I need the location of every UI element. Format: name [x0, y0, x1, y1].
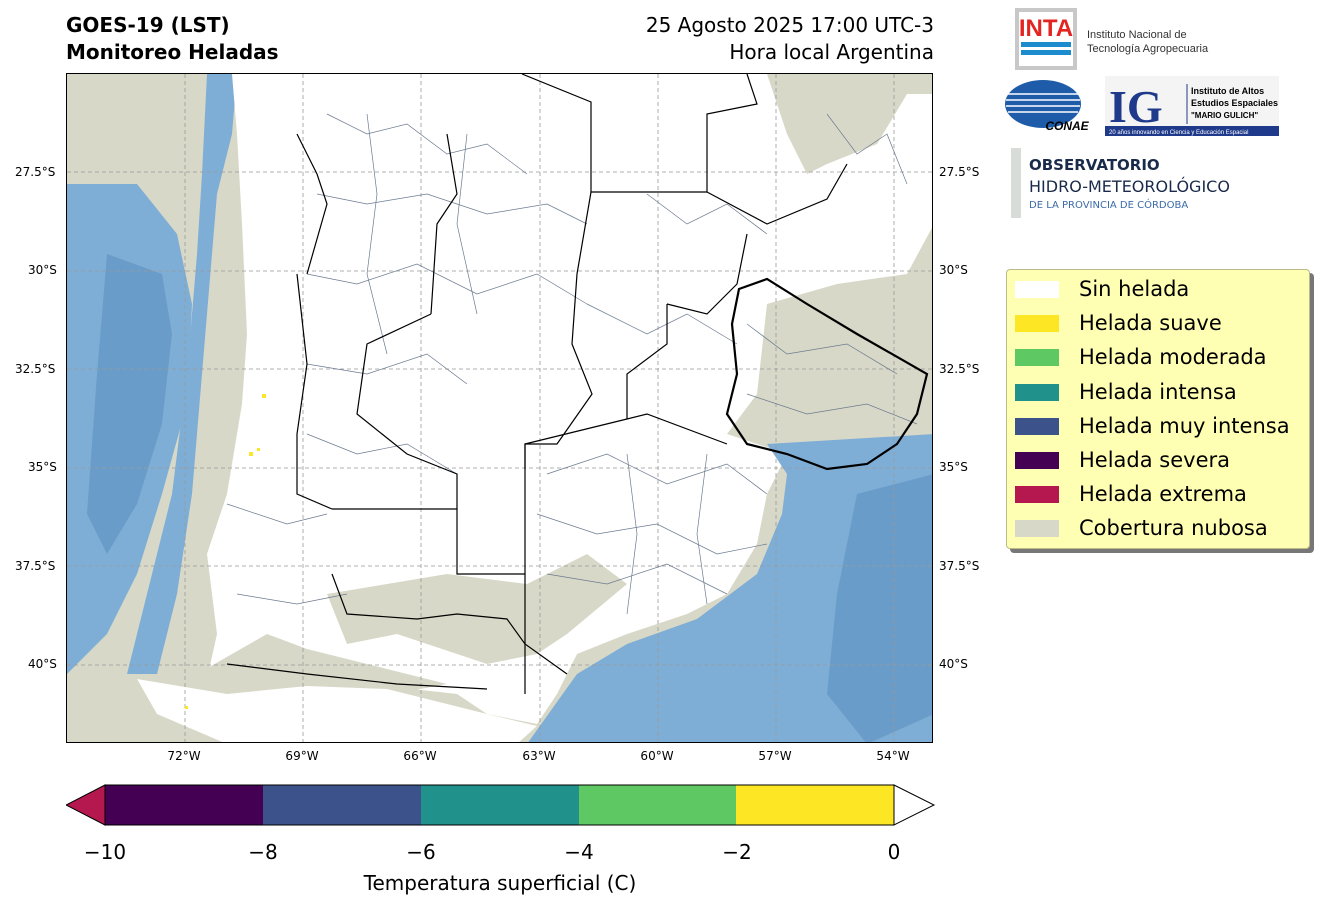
southern-cloud: [327, 554, 627, 664]
ig-tagline: 20 años innovando en Ciencia y Educación…: [1109, 130, 1248, 136]
legend-swatch: [1015, 314, 1059, 332]
legend-swatch: [1015, 519, 1059, 537]
colorbar-tick: −2: [722, 840, 752, 864]
lon-label: 72°W: [167, 749, 201, 763]
lon-label: 60°W: [640, 749, 674, 763]
legend-label: Sin helada: [1079, 277, 1190, 301]
lat-label-right: 40°S: [939, 657, 968, 671]
lat-label-right: 30°S: [939, 263, 968, 277]
legend-label: Helada suave: [1079, 311, 1222, 335]
lon-label: 54°W: [876, 749, 910, 763]
conae-mark: CONAE: [1045, 119, 1089, 133]
colorbar-label: Temperatura superficial (C): [363, 871, 637, 895]
colorbar-tick: −10: [83, 840, 127, 864]
legend-label: Helada extrema: [1079, 482, 1247, 506]
conae-logo: CONAE: [1005, 80, 1090, 133]
province-boundaries: [226, 74, 848, 694]
legend-label: Helada severa: [1079, 448, 1230, 472]
title-line-1: GOES-19 (LST): [66, 13, 230, 37]
legend-item: Helada intensa: [1015, 380, 1237, 404]
pacific-coast-strip: [127, 74, 237, 674]
lon-label: 63°W: [522, 749, 556, 763]
colorbar-tick: 0: [887, 840, 901, 864]
legend-swatch: [1015, 280, 1059, 298]
department-boundaries: [226, 113, 918, 615]
legend-item: Helada moderada: [1015, 345, 1267, 369]
lat-label-left: 32.5°S: [15, 362, 56, 376]
institution-logos: INTA Instituto Nacional de Tecnología Ag…: [1005, 8, 1279, 218]
lat-label-left: 30°S: [28, 263, 57, 277]
ig-mark: IG: [1109, 81, 1163, 132]
colorbar-bin: [105, 785, 263, 825]
frost-pixel: [185, 706, 188, 709]
frost-pixel: [262, 394, 266, 398]
date-line-2: Hora local Argentina: [729, 40, 934, 64]
legend-swatch: [1015, 485, 1059, 503]
lat-label-left: 37.5°S: [15, 559, 56, 573]
legend-label: Cobertura nubosa: [1079, 516, 1268, 540]
colorbar-tick: −4: [564, 840, 594, 864]
legend-label: Helada intensa: [1079, 380, 1237, 404]
legend-label: Helada moderada: [1079, 345, 1267, 369]
obs-line-3: DE LA PROVINCIA DE CÓRDOBA: [1029, 198, 1188, 211]
colorbar-under-arrow: [66, 784, 106, 826]
colorbar-over-arrow: [893, 784, 936, 826]
frost-pixel: [257, 448, 260, 451]
ig-line-3: "MARIO GULICH": [1191, 111, 1258, 120]
colorbar-bin: [736, 785, 894, 825]
lat-label-left: 40°S: [28, 657, 57, 671]
lat-label-right: 27.5°S: [939, 165, 980, 179]
map-panel: [66, 73, 933, 743]
date-line-1: 25 Agosto 2025 17:00 UTC-3: [645, 13, 934, 37]
inta-logo: INTA Instituto Nacional de Tecnología Ag…: [1015, 8, 1209, 70]
lon-label: 57°W: [758, 749, 792, 763]
graticule: [67, 74, 932, 742]
map-canvas: [67, 74, 932, 742]
legend-label: Helada muy intensa: [1079, 414, 1290, 438]
legend-swatch: [1015, 451, 1059, 469]
lat-label-right: 32.5°S: [939, 362, 980, 376]
lat-label-left: 35°S: [28, 460, 57, 474]
title-line-2: Monitoreo Heladas: [66, 40, 279, 64]
frost-pixel: [249, 452, 253, 456]
atlantic-water-dark: [827, 474, 932, 742]
legend-item: Helada severa: [1015, 448, 1230, 472]
ig-line-1: Instituto de Altos: [1191, 86, 1264, 96]
obs-line-1: OBSERVATORIO: [1029, 156, 1160, 174]
lon-label: 69°W: [285, 749, 319, 763]
land-no-frost: [207, 74, 932, 724]
ig-logo: IG Instituto de Altos Estudios Espaciale…: [1105, 76, 1279, 136]
ig-line-2: Estudios Espaciales: [1191, 98, 1278, 108]
colorbar-bin: [421, 785, 579, 825]
legend-swatch: [1015, 417, 1059, 435]
lon-label: 66°W: [403, 749, 437, 763]
obs-line-2: HIDRO-METEOROLÓGICO: [1029, 177, 1230, 196]
colorbar-tick: −6: [406, 840, 436, 864]
legend: Sin helada Helada suave Helada moderada …: [1006, 269, 1310, 549]
lat-label-right: 35°S: [939, 460, 968, 474]
observatorio-logo: OBSERVATORIO HIDRO-METEOROLÓGICO DE LA P…: [1011, 148, 1230, 218]
colorbar-tick: −8: [248, 840, 278, 864]
legend-item: Cobertura nubosa: [1015, 516, 1268, 540]
inta-name-line-1: Instituto Nacional de: [1087, 29, 1187, 41]
legend-item: Sin helada: [1015, 277, 1189, 301]
colorbar: [66, 784, 936, 826]
legend-item: Helada extrema: [1015, 482, 1247, 506]
inta-mark: INTA: [1019, 15, 1073, 42]
legend-swatch: [1015, 383, 1059, 401]
pacific-water-dark: [87, 254, 172, 554]
legend-item: Helada muy intensa: [1015, 414, 1290, 438]
south-land-white: [137, 679, 537, 742]
inta-name-line-2: Tecnología Agropecuaria: [1087, 43, 1209, 55]
lat-label-left: 27.5°S: [15, 165, 56, 179]
colorbar-bin: [579, 785, 736, 825]
lat-label-right: 37.5°S: [939, 559, 980, 573]
legend-item: Helada suave: [1015, 311, 1222, 335]
map-datetime: 25 Agosto 2025 17:00 UTC-3 Hora local Ar…: [646, 12, 934, 66]
legend-swatch: [1015, 348, 1059, 366]
uruguay-border: [725, 277, 929, 471]
colorbar-bin: [263, 785, 421, 825]
map-title: GOES-19 (LST) Monitoreo Heladas: [66, 12, 279, 66]
